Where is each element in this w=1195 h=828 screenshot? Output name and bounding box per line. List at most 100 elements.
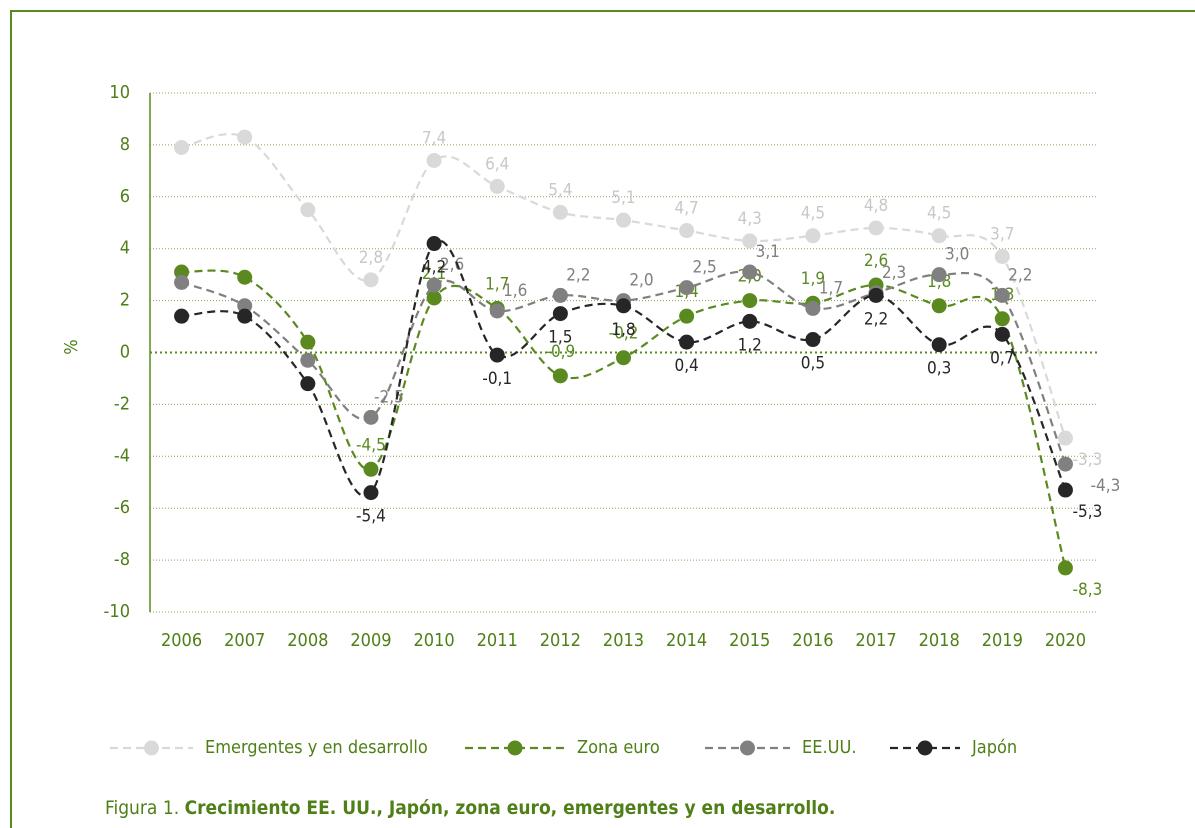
data-label: 4,8 [864,196,888,216]
data-point [363,272,378,287]
y-axis-label: % [61,339,82,354]
legend-label: Emergentes y en desarrollo [205,737,428,758]
data-point [869,220,884,235]
data-label: 1,2 [738,335,762,355]
y-tick-label: 4 [120,238,130,259]
legend-marker [144,741,159,756]
caption: Figura 1. Crecimiento EE. UU., Japón, zo… [105,797,835,819]
data-label: 5,1 [611,188,635,208]
x-tick-label: 2019 [982,630,1023,651]
x-tick-label: 2008 [287,630,328,651]
data-label: 2,3 [882,263,906,283]
data-point [237,130,252,145]
data-point [679,309,694,324]
y-tick-label: -10 [104,601,130,622]
data-label: 1,8 [611,320,635,340]
y-tick-label: 8 [120,134,130,155]
data-label: 2,2 [566,265,590,285]
data-label: 3,7 [990,224,1014,244]
data-label: 2,2 [864,309,888,329]
data-label: 0,7 [990,348,1014,368]
data-point [553,368,568,383]
x-tick-label: 2010 [413,630,454,651]
data-point [616,298,631,313]
data-label: -3,3 [1073,450,1103,470]
data-point [1058,431,1073,446]
data-label: 7,4 [422,128,446,148]
x-tick-label: 2006 [161,630,202,651]
data-point [742,314,757,329]
legend-marker [918,741,933,756]
data-point [679,335,694,350]
data-label: 2,8 [359,248,383,268]
data-point [1058,483,1073,498]
data-label: 4,5 [927,204,951,224]
x-tick-label: 2013 [603,630,644,651]
data-point [237,270,252,285]
y-tick-label: 6 [120,186,130,207]
data-point [300,335,315,350]
data-label: -0,1 [482,369,512,389]
data-label: 1,7 [819,278,843,298]
legend-label: Zona euro [577,737,660,758]
x-tick-label: 2011 [477,630,518,651]
caption-label: Figura 1. [105,797,179,819]
data-label: 2,0 [629,271,653,291]
data-point [995,327,1010,342]
data-point [995,311,1010,326]
data-point [1058,560,1073,575]
data-label: 4,3 [738,209,762,229]
y-tick-label: 2 [120,290,130,311]
data-point [553,288,568,303]
data-label: 6,4 [485,154,509,174]
x-tick-label: 2016 [792,630,833,651]
data-label: 0,3 [927,359,951,379]
legend-label: Japón [971,737,1017,758]
caption-text: Crecimiento EE. UU., Japón, zona euro, e… [185,797,836,819]
data-point [679,223,694,238]
x-tick-label: 2012 [540,630,581,651]
y-tick-label: -8 [114,549,130,570]
data-label: 4,5 [801,204,825,224]
data-label: 4,7 [674,199,698,219]
legend-marker [508,741,523,756]
y-tick-label: -4 [114,445,130,466]
data-label: -8,3 [1073,580,1103,600]
data-point [363,485,378,500]
data-point [427,153,442,168]
data-point [300,376,315,391]
data-label: 5,4 [548,180,572,200]
data-label: 2,5 [692,258,716,278]
data-label: -4,3 [1091,476,1121,496]
data-point [616,213,631,228]
data-point [869,288,884,303]
data-point [616,350,631,365]
data-label: -5,3 [1073,502,1103,522]
data-point [742,293,757,308]
data-point [490,348,505,363]
y-tick-label: -2 [114,393,130,414]
data-point [995,288,1010,303]
data-label: 1,5 [548,328,572,348]
data-label: -2,5 [374,387,404,407]
data-label: -5,4 [356,507,386,527]
data-label: 0,4 [674,356,698,376]
data-point [363,410,378,425]
data-point [174,275,189,290]
x-tick-label: 2017 [855,630,896,651]
data-point [1058,457,1073,472]
data-label: 0,5 [801,354,825,374]
data-point [553,205,568,220]
x-tick-label: 2009 [350,630,391,651]
y-tick-label: -6 [114,497,130,518]
data-point [932,298,947,313]
data-label: -4,5 [356,435,386,455]
data-point [174,309,189,324]
y-tick-label: 10 [109,82,130,103]
x-tick-label: 2014 [666,630,707,651]
data-point [805,332,820,347]
data-point [995,249,1010,264]
data-point [427,278,442,293]
frame [11,11,1195,828]
data-point [490,179,505,194]
